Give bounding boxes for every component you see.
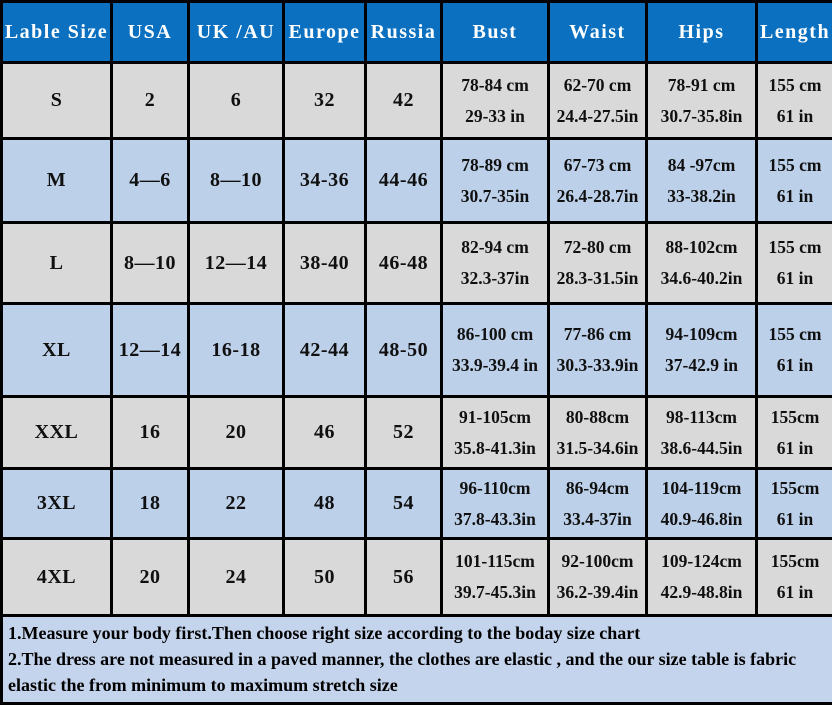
table-cell: 91-105cm 35.8-41.3in	[442, 397, 549, 469]
table-cell: 84 -97cm 33-38.2in	[647, 139, 757, 223]
table-cell: 18	[112, 469, 189, 539]
table-cell: 4XL	[2, 539, 112, 616]
table-cell: 42-44	[284, 304, 366, 397]
table-cell: 32	[284, 63, 366, 139]
table-cell: 72-80 cm 28.3-31.5in	[549, 223, 647, 304]
table-cell: 80-88cm 31.5-34.6in	[549, 397, 647, 469]
note-line-2: 2.The dress are not measured in a paved …	[8, 646, 827, 698]
table-cell: 155cm 61 in	[757, 397, 832, 469]
table-cell: 82-94 cm 32.3-37in	[442, 223, 549, 304]
table-cell: 54	[366, 469, 442, 539]
table-cell: 77-86 cm 30.3-33.9in	[549, 304, 647, 397]
table-cell: 46-48	[366, 223, 442, 304]
table-cell: 101-115cm 39.7-45.3in	[442, 539, 549, 616]
table-cell: 44-46	[366, 139, 442, 223]
table-cell: 48	[284, 469, 366, 539]
note-line-1: 1.Measure your body first.Then choose ri…	[8, 620, 827, 646]
table-cell: 12—14	[112, 304, 189, 397]
table-cell: 78-91 cm 30.7-35.8in	[647, 63, 757, 139]
notes-cell: 1.Measure your body first.Then choose ri…	[2, 616, 832, 704]
table-cell: XXL	[2, 397, 112, 469]
table-cell: 94-109cm 37-42.9 in	[647, 304, 757, 397]
table-cell: 155cm 61 in	[757, 469, 832, 539]
table-cell: 56	[366, 539, 442, 616]
table-cell: S	[2, 63, 112, 139]
table-cell: 86-100 cm 33.9-39.4 in	[442, 304, 549, 397]
column-header-uk-au: UK /AU	[189, 2, 284, 63]
notes-row: 1.Measure your body first.Then choose ri…	[2, 616, 832, 704]
table-cell: 16	[112, 397, 189, 469]
table-cell: 78-89 cm 30.7-35in	[442, 139, 549, 223]
column-header-lable-size: Lable Size	[2, 2, 112, 63]
table-cell: 8—10	[112, 223, 189, 304]
table-cell: 38-40	[284, 223, 366, 304]
table-cell: 24	[189, 539, 284, 616]
table-cell: 3XL	[2, 469, 112, 539]
table-cell: L	[2, 223, 112, 304]
table-cell: 104-119cm 40.9-46.8in	[647, 469, 757, 539]
table-cell: 155 cm 61 in	[757, 304, 832, 397]
column-header-europe: Europe	[284, 2, 366, 63]
table-cell: 6	[189, 63, 284, 139]
table-cell: 155 cm 61 in	[757, 223, 832, 304]
table-cell: 2	[112, 63, 189, 139]
table-cell: 88-102cm 34.6-40.2in	[647, 223, 757, 304]
table-cell: 92-100cm 36.2-39.4in	[549, 539, 647, 616]
table-cell: 48-50	[366, 304, 442, 397]
table-cell: 52	[366, 397, 442, 469]
column-header-waist: Waist	[549, 2, 647, 63]
table-footer: 1.Measure your body first.Then choose ri…	[2, 616, 832, 704]
column-header-usa: USA	[112, 2, 189, 63]
table-cell: 22	[189, 469, 284, 539]
table-cell: 155 cm 61 in	[757, 63, 832, 139]
column-header-length: Length	[757, 2, 832, 63]
table-cell: 98-113cm 38.6-44.5in	[647, 397, 757, 469]
column-header-hips: Hips	[647, 2, 757, 63]
table-cell: 46	[284, 397, 366, 469]
table-cell: 96-110cm 37.8-43.3in	[442, 469, 549, 539]
table-cell: 50	[284, 539, 366, 616]
table-cell: 109-124cm 42.9-48.8in	[647, 539, 757, 616]
table-cell: 20	[112, 539, 189, 616]
table-cell: 42	[366, 63, 442, 139]
column-header-russia: Russia	[366, 2, 442, 63]
table-cell: 16-18	[189, 304, 284, 397]
table-cell: XL	[2, 304, 112, 397]
table-cell: 8—10	[189, 139, 284, 223]
table-cell: 86-94cm 33.4-37in	[549, 469, 647, 539]
table-cell: 34-36	[284, 139, 366, 223]
table-cell: 67-73 cm 26.4-28.7in	[549, 139, 647, 223]
table-cell: 155 cm 61 in	[757, 139, 832, 223]
table-cell: 20	[189, 397, 284, 469]
table-cell: 4—6	[112, 139, 189, 223]
table-cell: M	[2, 139, 112, 223]
table-cell: 12—14	[189, 223, 284, 304]
table-cell: 78-84 cm 29-33 in	[442, 63, 549, 139]
table-cell: 62-70 cm 24.4-27.5in	[549, 63, 647, 139]
table-cell: 155cm 61 in	[757, 539, 832, 616]
column-header-bust: Bust	[442, 2, 549, 63]
